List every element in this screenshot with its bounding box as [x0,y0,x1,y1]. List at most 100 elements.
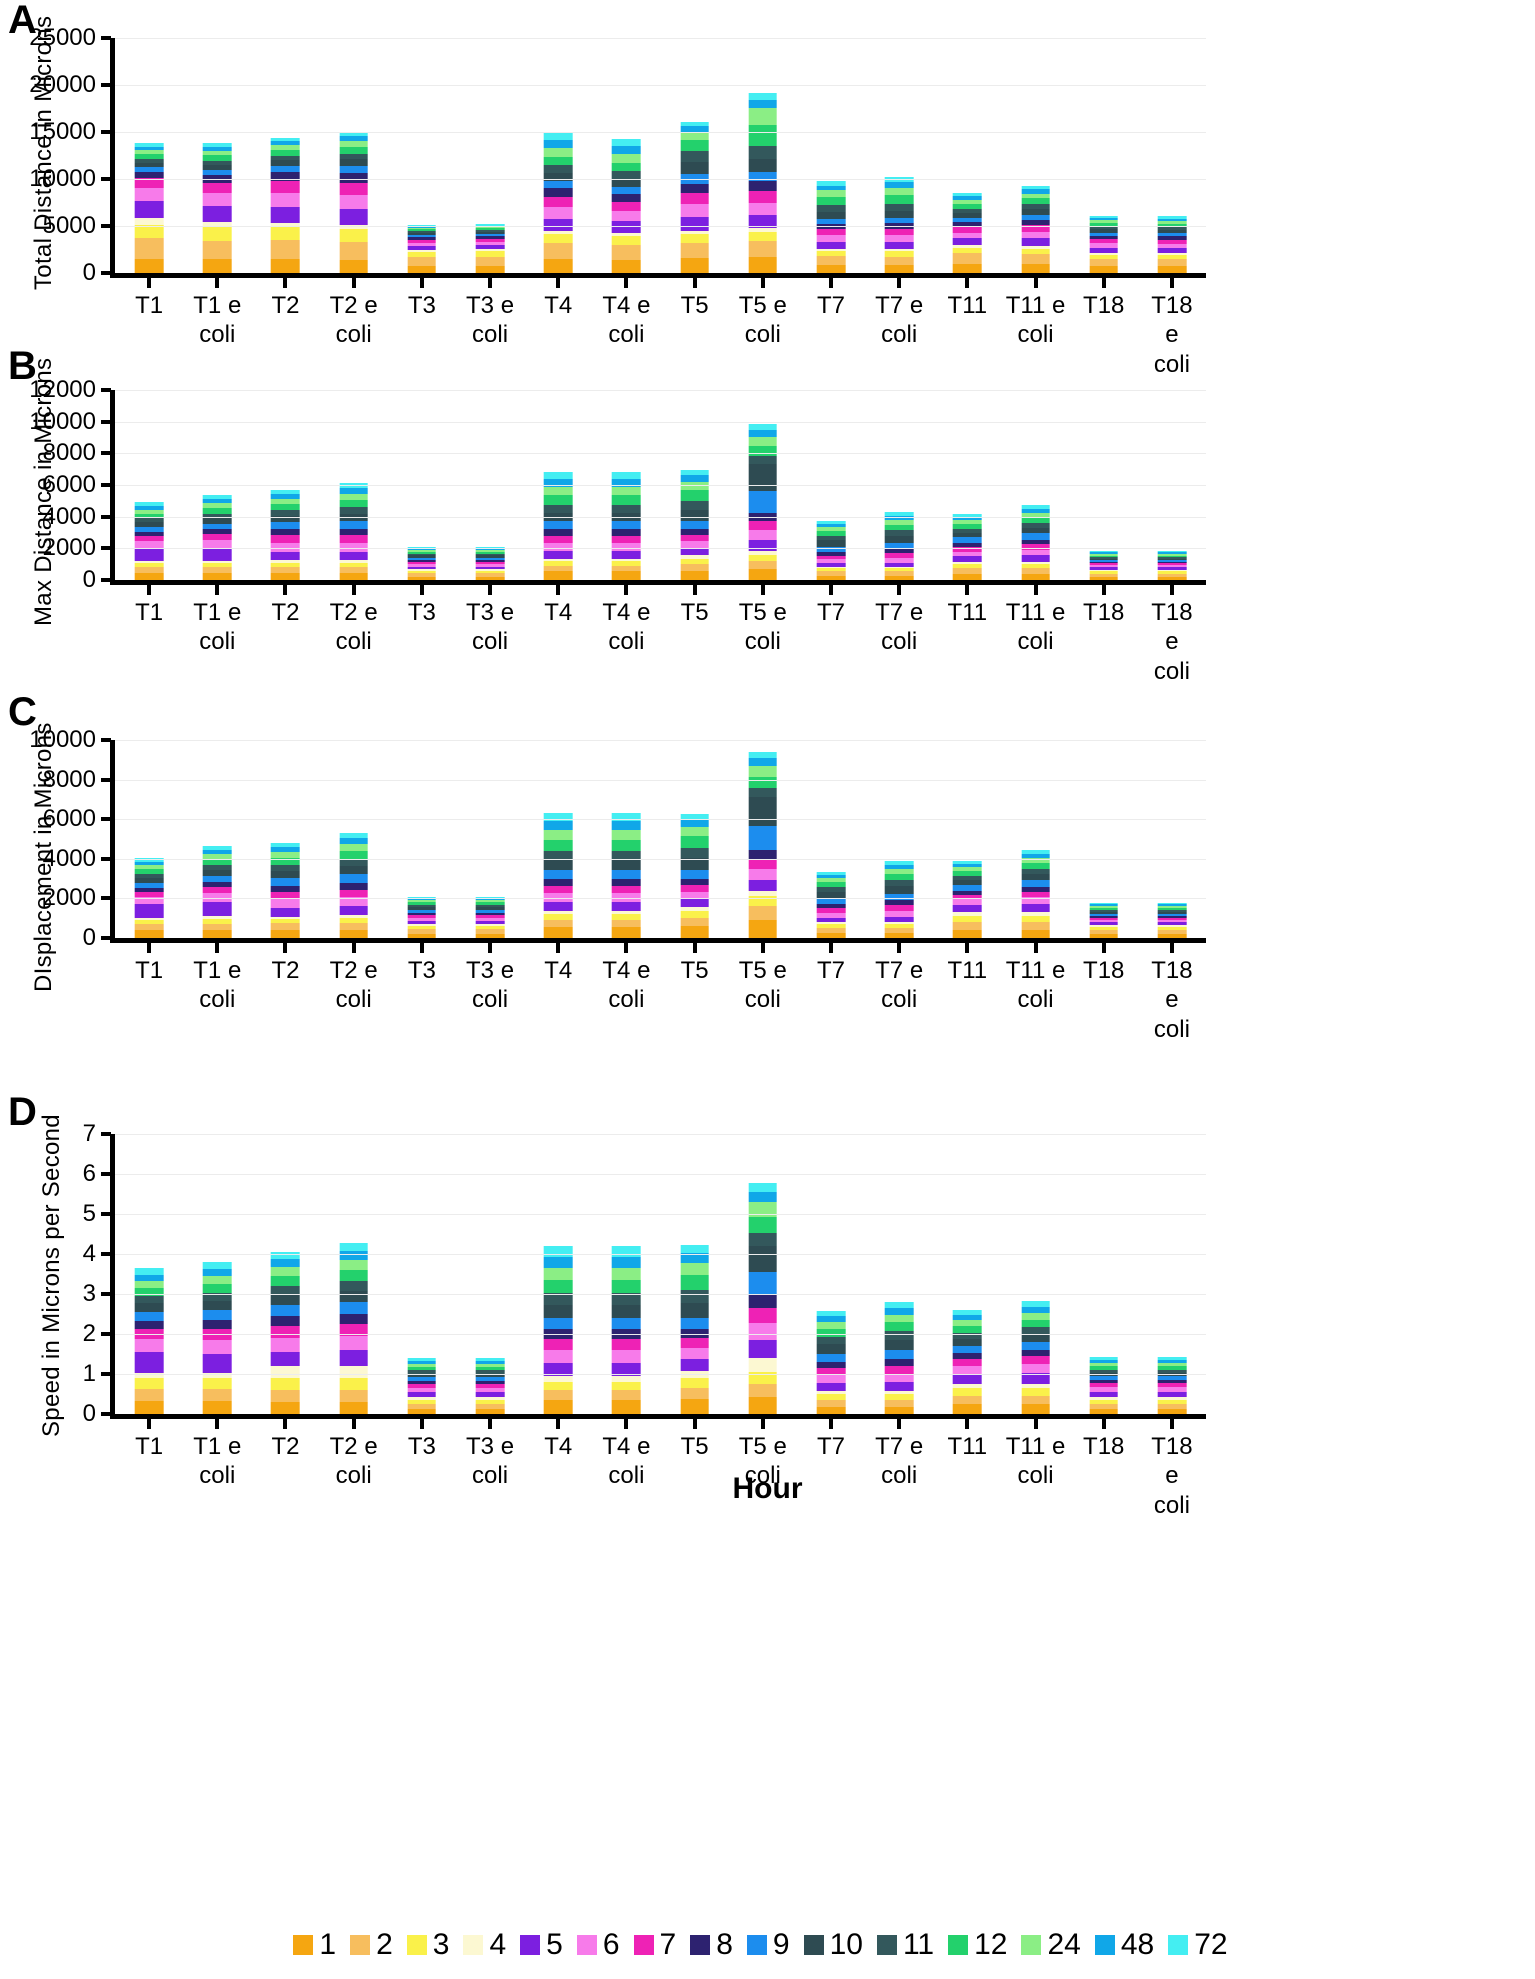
legend-item-1[interactable]: 1 [293,1930,336,1960]
panel-B-stacked-bar[interactable] [407,546,437,580]
panel-A-stacked-bar[interactable] [1021,185,1050,273]
panel-C-stacked-bar[interactable] [134,857,164,938]
panel-B-stacked-bar[interactable] [202,495,232,580]
bar-segment-hour-9 [953,537,982,543]
legend-item-11[interactable]: 11 [876,1930,934,1960]
legend-item-48[interactable]: 48 [1094,1930,1154,1960]
legend-item-7[interactable]: 7 [633,1930,676,1960]
panel-A-stacked-bar[interactable] [271,137,300,273]
panel-A-stacked-bar[interactable] [134,142,164,273]
panel-A-stacked-bar[interactable] [612,138,641,273]
legend-label: 24 [1047,1928,1081,1961]
legend-item-5[interactable]: 5 [520,1930,563,1960]
panel-C-xaxis [110,938,1206,943]
panel-C-stacked-bar[interactable] [202,846,232,938]
panel-C-stacked-bar[interactable] [816,871,846,938]
panel-D-stacked-bar[interactable] [1157,1357,1187,1414]
bar-segment-hour-7 [1021,225,1050,232]
legend-item-72[interactable]: 72 [1168,1930,1228,1960]
panel-D-stacked-bar[interactable] [680,1244,709,1414]
legend-item-6[interactable]: 6 [576,1930,620,1960]
legend-item-3[interactable]: 3 [406,1930,449,1960]
panel-D-stacked-bar[interactable] [271,1252,300,1414]
bar-segment-hour-3 [475,570,505,573]
panel-D-stacked-bar[interactable] [1089,1357,1119,1414]
panel-B-stacked-bar[interactable] [543,471,573,580]
legend-item-24[interactable]: 24 [1021,1928,1081,1961]
panel-B-stacked-bar[interactable] [339,483,368,580]
panel-D-bar-slot [1070,1134,1138,1414]
bar-segment-hour-10 [884,885,914,894]
panel-C-stacked-bar[interactable] [407,896,437,938]
panel-B-stacked-bar[interactable] [475,546,505,580]
bar-segment-hour-10 [134,1303,164,1313]
panel-D-stacked-bar[interactable] [884,1302,914,1414]
panel-C-stacked-bar[interactable] [339,833,368,938]
panel-C-stacked-bar[interactable] [1157,902,1187,938]
legend-item-8[interactable]: 8 [690,1930,733,1960]
panel-D-stacked-bar[interactable] [612,1246,641,1414]
legend-item-4[interactable]: 4 [463,1930,506,1960]
panel-B-ytick-12000: 12000 [29,376,96,403]
panel-B-stacked-bar[interactable] [953,513,982,580]
panel-A-stacked-bar[interactable] [1089,215,1119,273]
panel-B-stacked-bar[interactable] [748,424,778,580]
panel-C-stacked-bar[interactable] [953,860,982,938]
legend-item-10[interactable]: 10 [803,1930,863,1960]
panel-A-stacked-bar[interactable] [202,143,232,273]
bar-segment-hour-11 [1089,557,1119,559]
bar-segment-hour-10 [884,535,914,543]
panel-D-bar-slot [115,1134,183,1414]
panel-B-stacked-bar[interactable] [271,489,300,580]
panel-D-stacked-bar[interactable] [134,1268,164,1414]
panel-B-stacked-bar[interactable] [816,520,846,580]
panel-A-stacked-bar[interactable] [1157,216,1187,273]
legend-item-9[interactable]: 9 [746,1930,790,1960]
panel-C-stacked-bar[interactable] [612,813,641,938]
panel-D-xtick-mark [1101,1418,1106,1429]
panel-A-stacked-bar[interactable] [680,121,709,273]
panel-D-stacked-bar[interactable] [543,1246,573,1414]
panel-A-stacked-bar[interactable] [816,180,846,273]
panel-A-xtick-mark [897,277,902,288]
bar-segment-hour-1 [271,930,300,938]
panel-C-stacked-bar[interactable] [884,860,914,938]
panel-B-stacked-bar[interactable] [1157,550,1187,580]
panel-B-xtick-label: T5 [680,599,709,626]
panel-A-stacked-bar[interactable] [543,132,573,273]
bar-segment-hour-1 [134,572,164,580]
panel-B-stacked-bar[interactable] [134,502,164,580]
panel-A-stacked-bar[interactable] [407,225,437,273]
panel-C-stacked-bar[interactable] [680,814,709,938]
panel-D-stacked-bar[interactable] [816,1310,846,1414]
panel-A-stacked-bar[interactable] [748,93,778,273]
panel-C-stacked-bar[interactable] [271,843,300,938]
legend-item-2[interactable]: 2 [350,1930,393,1960]
panel-B-stacked-bar[interactable] [680,470,709,580]
panel-A-stacked-bar[interactable] [339,132,368,273]
panel-C-stacked-bar[interactable] [1089,902,1119,938]
panel-B-stacked-bar[interactable] [1021,504,1050,580]
panel-D-stacked-bar[interactable] [748,1183,778,1414]
panel-A-stacked-bar[interactable] [953,192,982,273]
legend-item-12[interactable]: 12 [948,1930,1007,1960]
panel-D-stacked-bar[interactable] [339,1242,368,1414]
panel-C-stacked-bar[interactable] [475,896,505,938]
panel-C-stacked-bar[interactable] [748,752,778,938]
panel-D-stacked-bar[interactable] [202,1262,232,1414]
panel-D-stacked-bar[interactable] [1021,1300,1050,1414]
panel-B-stacked-bar[interactable] [1089,550,1119,580]
panel-C-stacked-bar[interactable] [543,813,573,938]
bar-segment-hour-7 [543,885,573,894]
panel-B-xtick-mark [147,584,152,595]
panel-B-stacked-bar[interactable] [612,471,641,580]
panel-B-stacked-bar[interactable] [884,511,914,580]
panel-D-stacked-bar[interactable] [407,1358,437,1414]
panel-D-stacked-bar[interactable] [475,1358,505,1414]
panel-C-xtick-label: T18 e coli [1151,957,1193,1043]
bar-segment-hour-48 [1021,189,1050,194]
panel-A-xtick-mark [1101,277,1106,288]
panel-D-stacked-bar[interactable] [953,1309,982,1414]
panel-A-stacked-bar[interactable] [475,224,505,273]
panel-C-stacked-bar[interactable] [1021,850,1050,938]
